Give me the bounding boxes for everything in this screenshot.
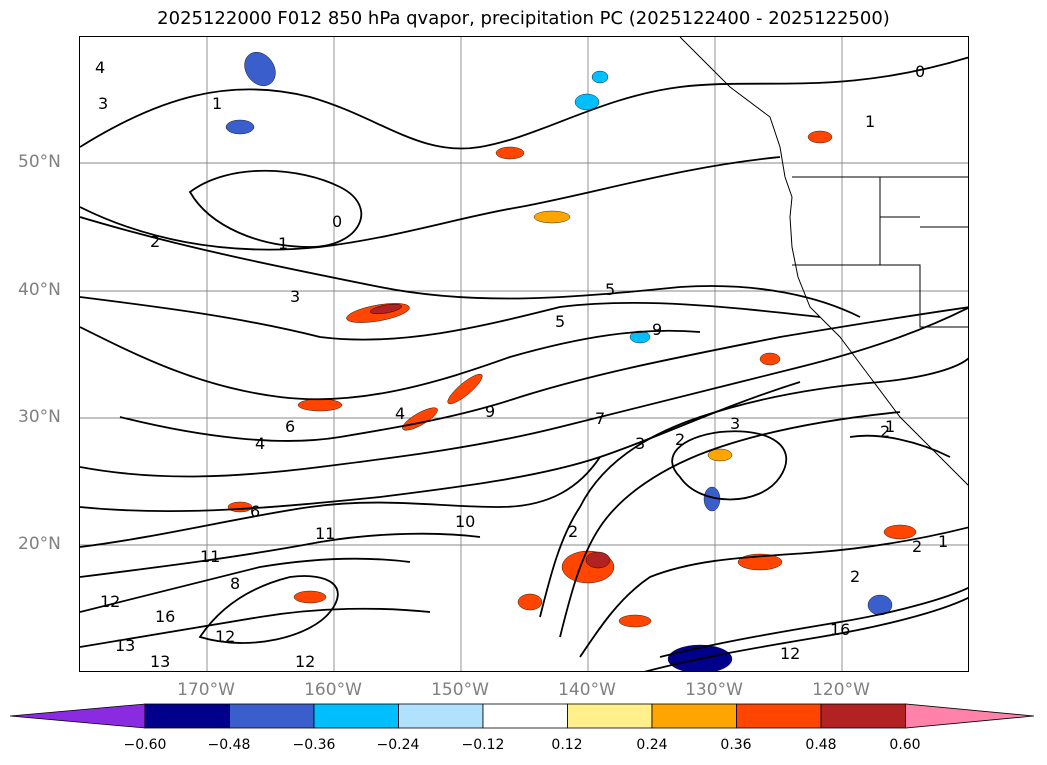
contour-label: 1 [212,94,222,113]
contour-label: 0 [915,62,925,81]
graticule [80,37,968,671]
contour-label: 12 [295,652,315,671]
contour-label: 2 [150,232,160,251]
plot-title: 2025122000 F012 850 hPa qvapor, precipit… [157,8,890,29]
lon-label-140w: 140°W [558,680,616,700]
precip-shading [225,52,917,671]
contour-label: 2 [850,567,860,586]
contour-label: 12 [780,644,800,663]
contour-label: 9 [652,320,662,339]
colorbar-tick: −0.24 [376,737,420,753]
contour-label-group: 4 3 1 0 1 2 3 5 5 9 9 4 6 4 7 3 3 2 2 10… [95,58,948,671]
colorbar-segment [651,703,737,729]
lat-label-40n: 40°N [18,280,61,300]
colorbar-segment [567,703,653,729]
colorbar-segment [313,703,399,729]
contour-label: 4 [395,404,405,423]
contour-label: 13 [150,652,170,671]
contour-label: 6 [285,417,295,436]
contour-label: 5 [605,280,615,299]
lat-label-20n: 20°N [18,534,61,554]
colorbar [10,703,1035,729]
lat-label-50n: 50°N [18,152,61,172]
contour-label: 3 [730,414,740,433]
coastline [679,37,968,486]
contour-label: 5 [555,312,565,331]
contour-label: 11 [315,524,335,543]
colorbar-extend-min [10,703,146,729]
colorbar-segment [736,703,822,729]
contour-label: 4 [255,434,265,453]
contour-label: 3 [290,287,300,306]
colorbar-tick: −0.36 [292,737,336,753]
contour-label: 12 [215,627,235,646]
contour-label: 9 [485,402,495,421]
lat-label-30n: 30°N [18,407,61,427]
contour-label: 10 [455,512,475,531]
contour-label: 8 [230,574,240,593]
lon-label-120w: 120°W [812,680,870,700]
colorbar-tick: 0.60 [889,737,921,753]
contour-label: 3 [98,94,108,113]
colorbar-tick: 0.48 [805,737,837,753]
contour-label: 1 [938,532,948,551]
contour-lines [80,56,968,671]
contour-label: 0 [332,212,342,231]
contour-label: 13 [115,636,135,655]
contour-label: 16 [155,607,175,626]
contour-label: 2 [568,522,578,541]
colorbar-tick: 0.12 [551,737,583,753]
colorbar-segment [144,703,230,729]
lon-label-170w: 170°W [177,680,235,700]
contour-label: 1 [885,417,895,436]
contour-label: 2 [912,537,922,556]
map-panel: 4 3 1 0 1 2 3 5 5 9 9 4 6 4 7 3 3 2 2 10… [79,36,969,672]
contour-label: 1 [278,234,288,253]
map-canvas: 4 3 1 0 1 2 3 5 5 9 9 4 6 4 7 3 3 2 2 10… [80,37,968,671]
colorbar-segment [482,703,568,729]
contour-label: 16 [830,620,850,639]
contour-label: 4 [95,58,105,77]
contour-label: 7 [595,409,605,428]
colorbar-tick: −0.60 [123,737,167,753]
contour-label: 2 [675,430,685,449]
colorbar-tick: −0.48 [207,737,251,753]
contour-label: 6 [250,502,260,521]
lon-label-130w: 130°W [685,680,743,700]
colorbar-tick: 0.24 [636,737,668,753]
contour-label: 2 [880,422,890,441]
contour-label: 11 [200,547,220,566]
colorbar-tick: 0.36 [720,737,752,753]
colorbar-segment [398,703,484,729]
contour-label: 12 [100,592,120,611]
colorbar-tick: −0.12 [461,737,505,753]
contour-label: 3 [635,434,645,453]
colorbar-extend-max [905,703,1035,729]
colorbar-segment [229,703,315,729]
colorbar-segment [820,703,906,729]
lon-label-150w: 150°W [431,680,489,700]
lon-label-160w: 160°W [304,680,362,700]
contour-label: 1 [865,112,875,131]
